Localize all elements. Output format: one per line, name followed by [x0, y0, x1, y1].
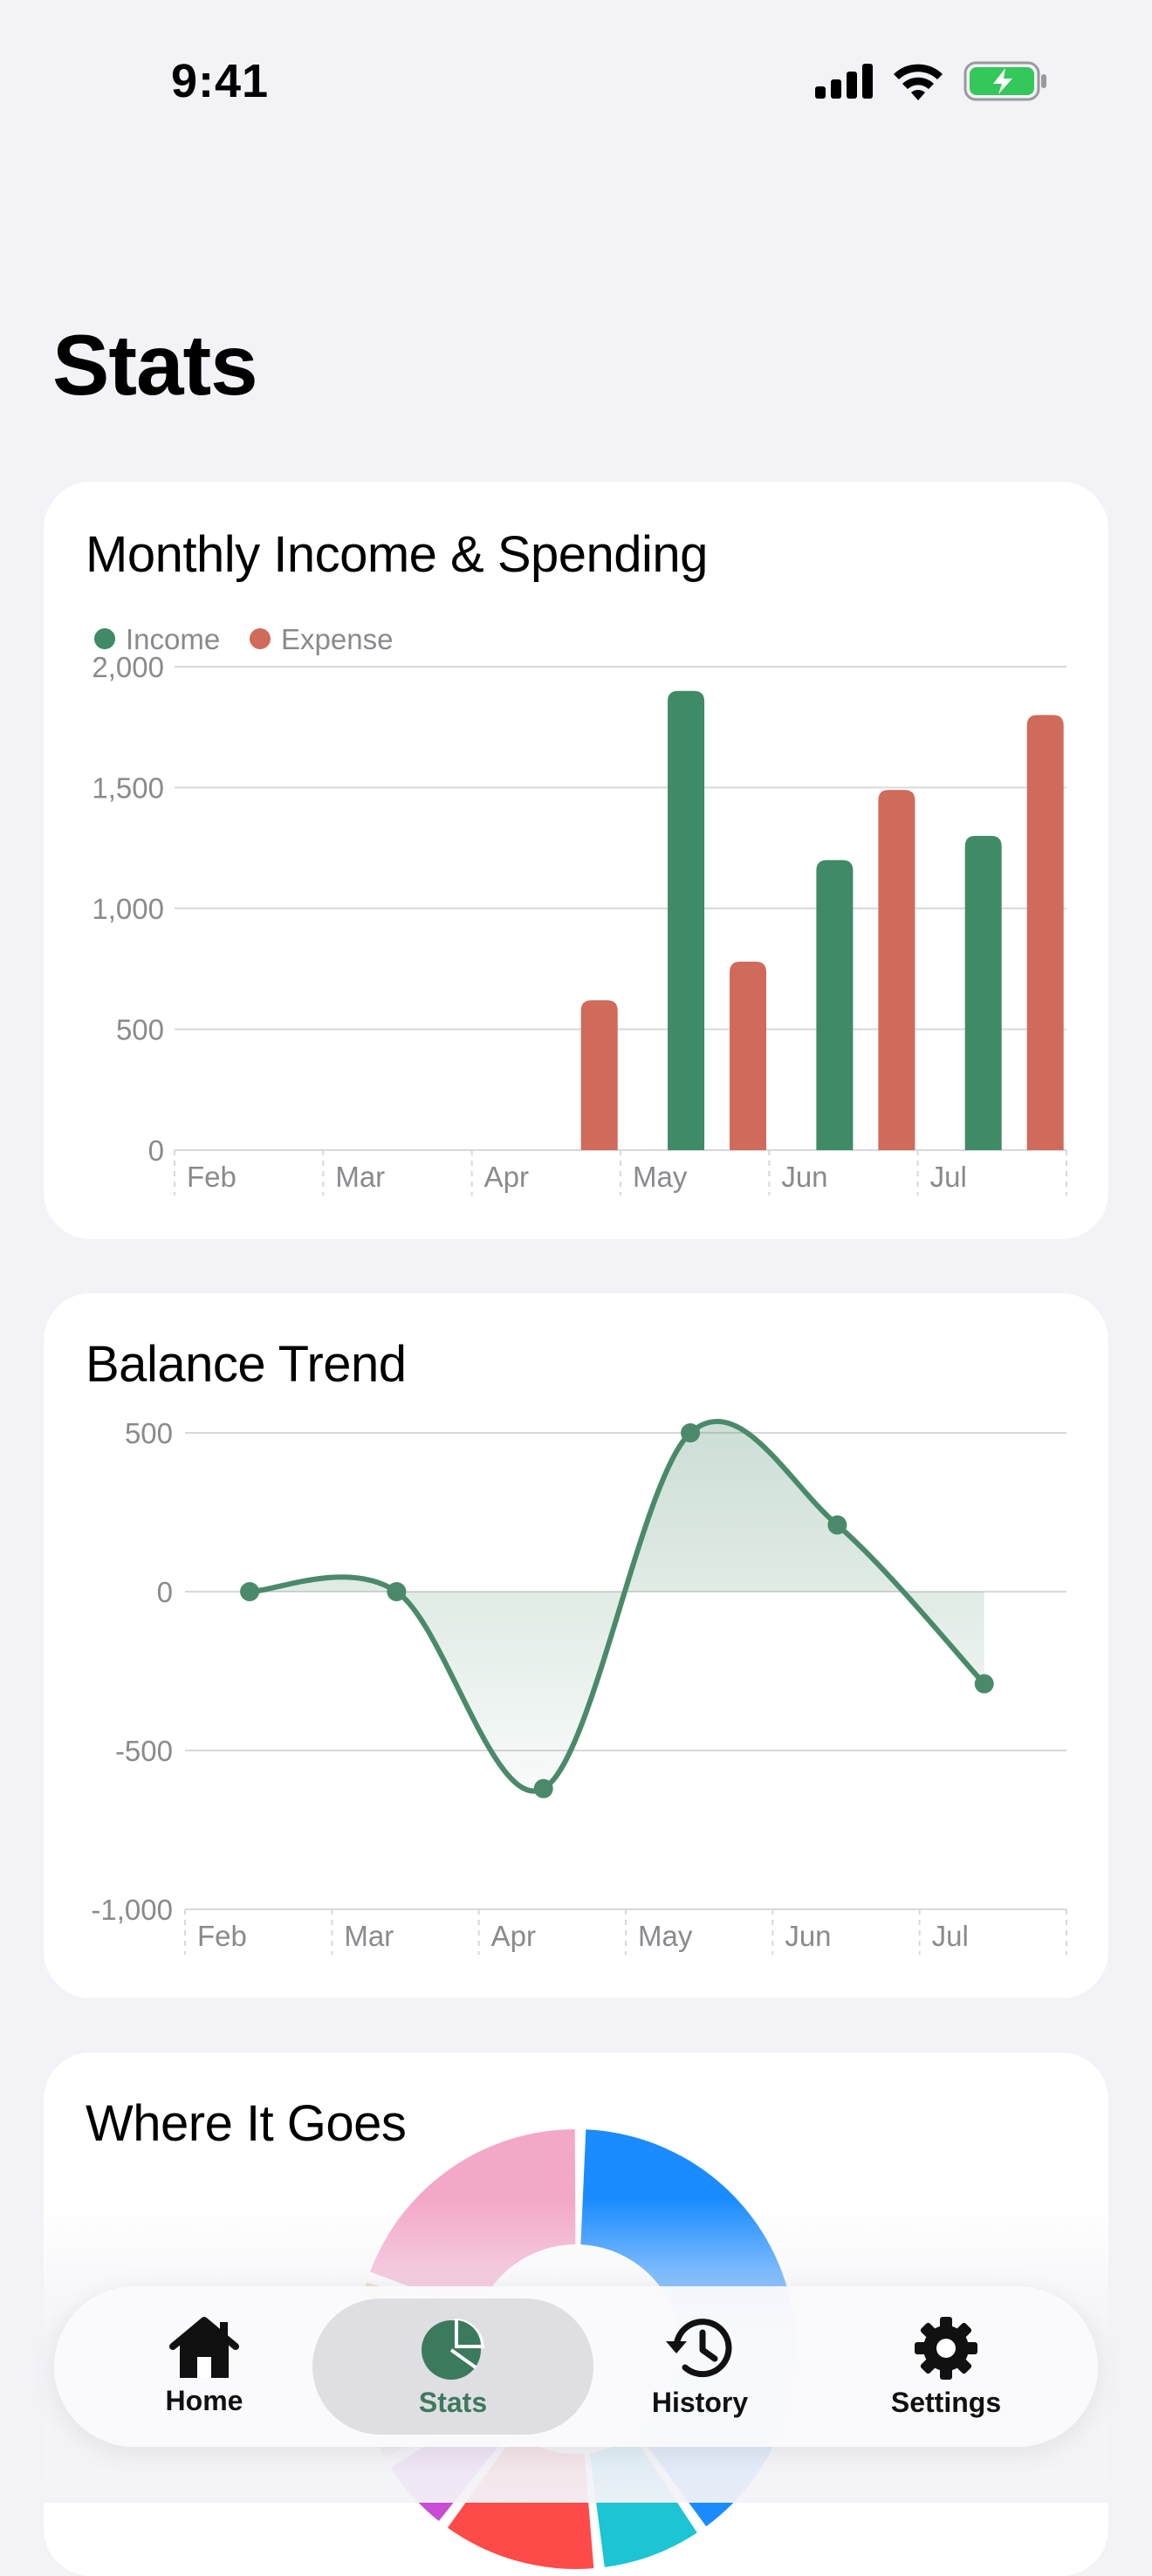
- battery-charging-icon: [963, 61, 1046, 101]
- bar-income-may: [668, 690, 705, 1150]
- tab-history-label: History: [651, 2386, 749, 2418]
- bar-expense-jun: [878, 790, 915, 1150]
- bar-expense-jul: [1026, 715, 1064, 1150]
- tab-home[interactable]: Home: [73, 2286, 335, 2447]
- x-tick-label: May: [633, 1161, 688, 1193]
- status-icons: [815, 61, 1047, 101]
- legend-dot-income: [94, 628, 115, 649]
- bar-expense-apr: [580, 1000, 618, 1150]
- y-tick-label: -1,000: [91, 1894, 173, 1926]
- page-title: Stats: [52, 317, 258, 413]
- tab-bar: Home Stats History Settings: [54, 2286, 1098, 2447]
- y-tick-label: 2,000: [92, 651, 164, 683]
- tab-settings-label: Settings: [890, 2386, 1002, 2418]
- legend-label-expense: Expense: [281, 623, 393, 655]
- tab-stats-label: Stats: [418, 2386, 488, 2418]
- x-tick-label: Mar: [344, 1920, 394, 1952]
- y-tick-label: 0: [148, 1134, 164, 1167]
- status-bar: 9:41: [0, 0, 1152, 166]
- tab-history[interactable]: History: [569, 2286, 831, 2447]
- legend-dot-expense: [250, 628, 271, 649]
- x-tick-label: Apr: [484, 1161, 529, 1193]
- balance-point-feb: [240, 1582, 260, 1601]
- balance-point-jun: [827, 1515, 847, 1535]
- x-tick-label: Apr: [491, 1920, 536, 1952]
- x-tick-label: May: [638, 1920, 693, 1952]
- balance-trend-chart: -1,000 -500 0 500 Feb Mar Apr May Jun Jul: [91, 1417, 1067, 1955]
- y-tick-label: 500: [116, 1014, 164, 1046]
- house-icon: [169, 2316, 239, 2378]
- pie-chart-icon: [422, 2318, 484, 2380]
- balance-point-mar: [387, 1582, 407, 1601]
- balance-area: [250, 1421, 984, 1792]
- x-tick-label: Jul: [930, 1161, 967, 1193]
- x-tick-label: Mar: [335, 1161, 385, 1193]
- tab-settings[interactable]: Settings: [815, 2286, 1077, 2447]
- y-tick-label: 1,500: [92, 772, 164, 805]
- bar-expense-may: [730, 961, 767, 1150]
- y-tick-label: 500: [125, 1417, 173, 1449]
- legend-label-income: Income: [126, 623, 220, 655]
- x-tick-label: Jun: [785, 1920, 831, 1952]
- y-tick-label: 0: [157, 1576, 173, 1608]
- gear-icon: [915, 2316, 977, 2380]
- wifi-icon: [894, 64, 943, 100]
- balance-trend-title: Balance Trend: [86, 1336, 407, 1393]
- tab-home-label: Home: [165, 2384, 243, 2416]
- gear-hole: [936, 2338, 956, 2358]
- bar-income-jul: [964, 835, 1002, 1150]
- balance-point-may: [681, 1423, 701, 1442]
- x-tick-label: Feb: [197, 1920, 247, 1952]
- status-time: 9:41: [171, 55, 270, 107]
- income-spending-title: Monthly Income & Spending: [86, 526, 708, 583]
- bar-income-jun: [816, 860, 854, 1150]
- y-tick-label: -500: [115, 1735, 173, 1767]
- balance-trend-card: Balance Trend -1,000 -500 0 500 Feb Mar Apr May…: [44, 1293, 1108, 1998]
- x-tick-label: Feb: [187, 1161, 237, 1193]
- balance-point-apr: [533, 1778, 553, 1798]
- where-it-goes-title: Where It Goes: [86, 2095, 407, 2152]
- clock-history-icon: [666, 2318, 732, 2377]
- balance-point-jul: [974, 1674, 994, 1694]
- income-spending-card: Monthly Income & Spending Income Expense 0…: [44, 482, 1108, 1239]
- income-spending-bar-chart: Income Expense 0 500 1,000 1,500 2,000 Feb Mar Ap…: [92, 623, 1067, 1196]
- x-tick-label: Jun: [781, 1161, 827, 1193]
- tab-stats[interactable]: Stats: [322, 2286, 584, 2447]
- y-tick-label: 1,000: [92, 893, 164, 925]
- x-tick-label: Jul: [932, 1920, 969, 1952]
- cellular-signal-icon: [815, 64, 873, 99]
